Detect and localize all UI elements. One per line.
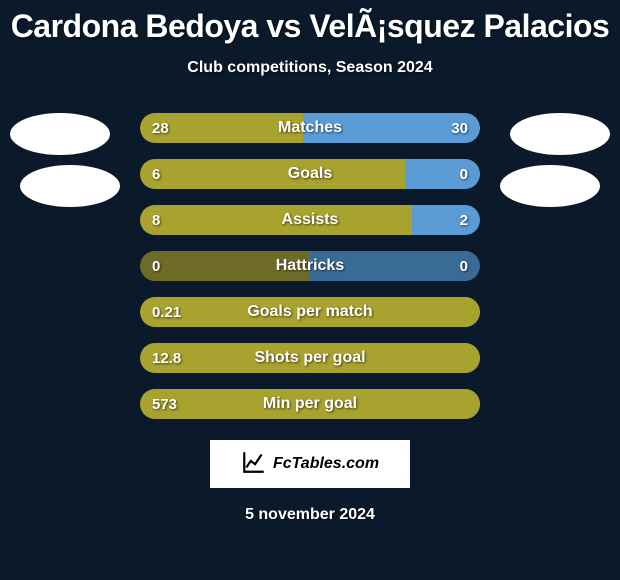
player-left-avatar-1 [10, 113, 110, 155]
bar-left-fill [140, 113, 303, 143]
chart-icon [241, 449, 267, 480]
bar-left-fill [140, 389, 480, 419]
stat-row: 60Goals [140, 159, 480, 189]
bar-left-fill [140, 343, 480, 373]
stat-row: 573Min per goal [140, 389, 480, 419]
player-right-avatar-1 [510, 113, 610, 155]
page-subtitle: Club competitions, Season 2024 [0, 59, 620, 77]
bar-left-fill [140, 159, 405, 189]
stat-row: 00Hattricks [140, 251, 480, 281]
bar-left-fill [140, 297, 480, 327]
bar-left-fill [140, 205, 412, 235]
stat-row: 82Assists [140, 205, 480, 235]
bar-right-fill [412, 205, 480, 235]
player-right-avatar-2 [500, 165, 600, 207]
bar-right-fill [310, 251, 480, 281]
page-title: Cardona Bedoya vs VelÃ¡squez Palacios [0, 0, 620, 45]
stat-row: 0.21Goals per match [140, 297, 480, 327]
bar-right-fill [303, 113, 480, 143]
bar-left-fill [140, 251, 310, 281]
watermark-text: FcTables.com [273, 455, 379, 473]
stat-bars: 2830Matches 60Goals 82Assists 00Hattricks 0.… [140, 113, 480, 435]
player-left-avatar-2 [20, 165, 120, 207]
stat-row: 12.8Shots per goal [140, 343, 480, 373]
comparison-chart: 2830Matches 60Goals 82Assists 00Hattricks 0.… [0, 113, 620, 433]
date-label: 5 november 2024 [0, 506, 620, 524]
bar-right-fill [405, 159, 480, 189]
stat-row: 2830Matches [140, 113, 480, 143]
watermark: FcTables.com [210, 440, 410, 488]
